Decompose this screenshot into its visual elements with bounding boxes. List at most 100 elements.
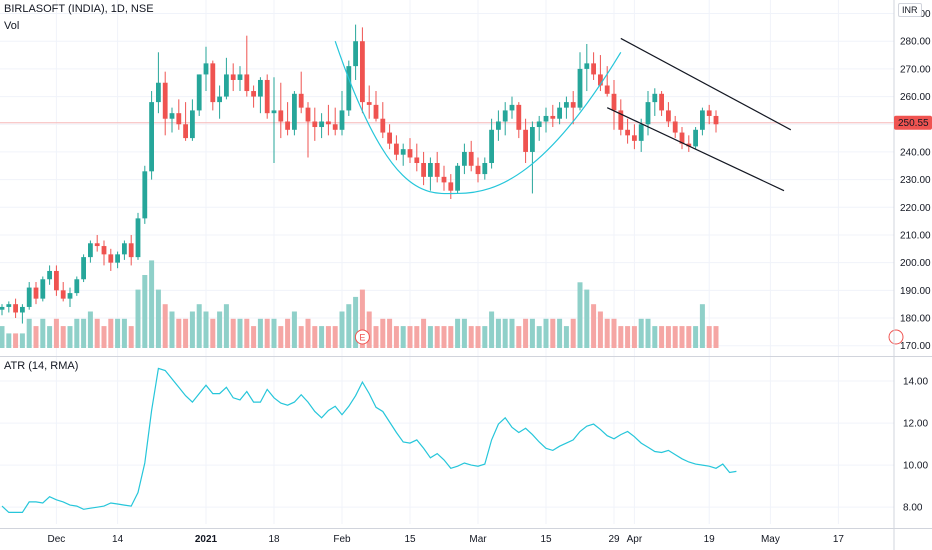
candle[interactable] bbox=[74, 276, 80, 296]
candle[interactable] bbox=[6, 301, 12, 313]
candle[interactable] bbox=[475, 157, 481, 183]
candle[interactable] bbox=[564, 96, 569, 119]
candle[interactable] bbox=[264, 74, 270, 119]
candle[interactable] bbox=[237, 66, 243, 92]
candle[interactable] bbox=[428, 157, 433, 191]
candle[interactable] bbox=[366, 85, 372, 119]
candle[interactable] bbox=[502, 102, 508, 136]
candle[interactable] bbox=[108, 248, 114, 271]
candle[interactable] bbox=[693, 127, 698, 150]
candle[interactable] bbox=[421, 151, 426, 186]
candle[interactable] bbox=[666, 102, 671, 128]
candle[interactable] bbox=[190, 99, 195, 141]
candle[interactable] bbox=[468, 140, 474, 172]
candle[interactable] bbox=[128, 234, 134, 266]
candle[interactable] bbox=[101, 240, 107, 266]
candle[interactable] bbox=[346, 60, 352, 116]
candle[interactable] bbox=[489, 118, 494, 169]
drawn-patterns[interactable] bbox=[334, 37, 792, 195]
candle[interactable] bbox=[176, 99, 182, 130]
candle[interactable] bbox=[210, 60, 216, 111]
candle[interactable] bbox=[135, 212, 141, 260]
candle[interactable] bbox=[20, 304, 25, 324]
candle[interactable] bbox=[319, 113, 324, 139]
candle[interactable] bbox=[448, 174, 454, 199]
candle[interactable] bbox=[632, 124, 637, 150]
candle[interactable] bbox=[400, 143, 406, 166]
candle[interactable] bbox=[142, 165, 148, 224]
candle[interactable] bbox=[706, 104, 712, 125]
candle[interactable] bbox=[700, 107, 705, 136]
candle[interactable] bbox=[652, 88, 658, 116]
candle[interactable] bbox=[536, 115, 542, 141]
candle[interactable] bbox=[60, 282, 66, 302]
candle[interactable] bbox=[149, 91, 154, 180]
candle[interactable] bbox=[672, 115, 678, 139]
candle[interactable] bbox=[353, 24, 358, 80]
candle[interactable] bbox=[54, 265, 59, 296]
candle[interactable] bbox=[577, 52, 583, 111]
candle[interactable] bbox=[251, 85, 256, 108]
candle[interactable] bbox=[115, 251, 120, 269]
candle[interactable] bbox=[292, 91, 297, 136]
candle[interactable] bbox=[81, 254, 86, 283]
candle[interactable] bbox=[26, 282, 32, 310]
candle[interactable] bbox=[523, 118, 528, 164]
candle[interactable] bbox=[230, 63, 236, 92]
candle[interactable] bbox=[679, 127, 685, 150]
candle[interactable] bbox=[713, 110, 719, 133]
candle[interactable] bbox=[496, 110, 501, 141]
candle[interactable] bbox=[441, 165, 447, 191]
candle[interactable] bbox=[67, 287, 73, 307]
candle[interactable] bbox=[686, 135, 692, 152]
candle[interactable] bbox=[394, 135, 399, 161]
candle[interactable] bbox=[414, 143, 420, 172]
candle[interactable] bbox=[550, 104, 556, 128]
candle[interactable] bbox=[380, 102, 386, 139]
candle[interactable] bbox=[169, 107, 175, 133]
candle[interactable] bbox=[47, 265, 52, 285]
candle[interactable] bbox=[530, 121, 535, 194]
event-markers[interactable]: E bbox=[354, 329, 904, 345]
candle[interactable] bbox=[516, 102, 522, 139]
candle[interactable] bbox=[373, 91, 379, 122]
candle[interactable] bbox=[224, 57, 229, 100]
candle[interactable] bbox=[183, 102, 188, 141]
currency-badge[interactable]: INR bbox=[898, 3, 922, 17]
candle[interactable] bbox=[305, 102, 311, 158]
candle[interactable] bbox=[94, 234, 100, 252]
candlesticks[interactable] bbox=[0, 24, 719, 324]
candle[interactable] bbox=[618, 99, 624, 136]
candle[interactable] bbox=[339, 91, 345, 136]
candle[interactable] bbox=[122, 240, 127, 260]
candle[interactable] bbox=[326, 104, 331, 136]
candle[interactable] bbox=[509, 96, 515, 119]
candle[interactable] bbox=[455, 163, 460, 194]
candle[interactable] bbox=[162, 71, 168, 136]
candle[interactable] bbox=[659, 91, 664, 116]
candle[interactable] bbox=[570, 91, 576, 125]
candle[interactable] bbox=[271, 77, 277, 164]
candle[interactable] bbox=[258, 77, 263, 114]
candle[interactable] bbox=[203, 46, 209, 92]
candle[interactable] bbox=[40, 276, 46, 302]
candle[interactable] bbox=[434, 151, 440, 183]
candle[interactable] bbox=[387, 124, 392, 150]
candle[interactable] bbox=[591, 52, 596, 80]
candle[interactable] bbox=[332, 107, 338, 136]
candle[interactable] bbox=[156, 52, 161, 114]
candle[interactable] bbox=[0, 304, 5, 316]
candle[interactable] bbox=[462, 143, 467, 175]
candle[interactable] bbox=[604, 66, 610, 97]
candle[interactable] bbox=[557, 102, 562, 125]
candle[interactable] bbox=[611, 79, 617, 130]
candle[interactable] bbox=[543, 107, 549, 133]
candle[interactable] bbox=[407, 138, 413, 164]
candle[interactable] bbox=[88, 240, 93, 263]
candle[interactable] bbox=[33, 282, 39, 305]
candle[interactable] bbox=[298, 71, 304, 114]
candle[interactable] bbox=[196, 74, 202, 116]
candle[interactable] bbox=[584, 43, 590, 92]
candle[interactable] bbox=[482, 157, 488, 180]
